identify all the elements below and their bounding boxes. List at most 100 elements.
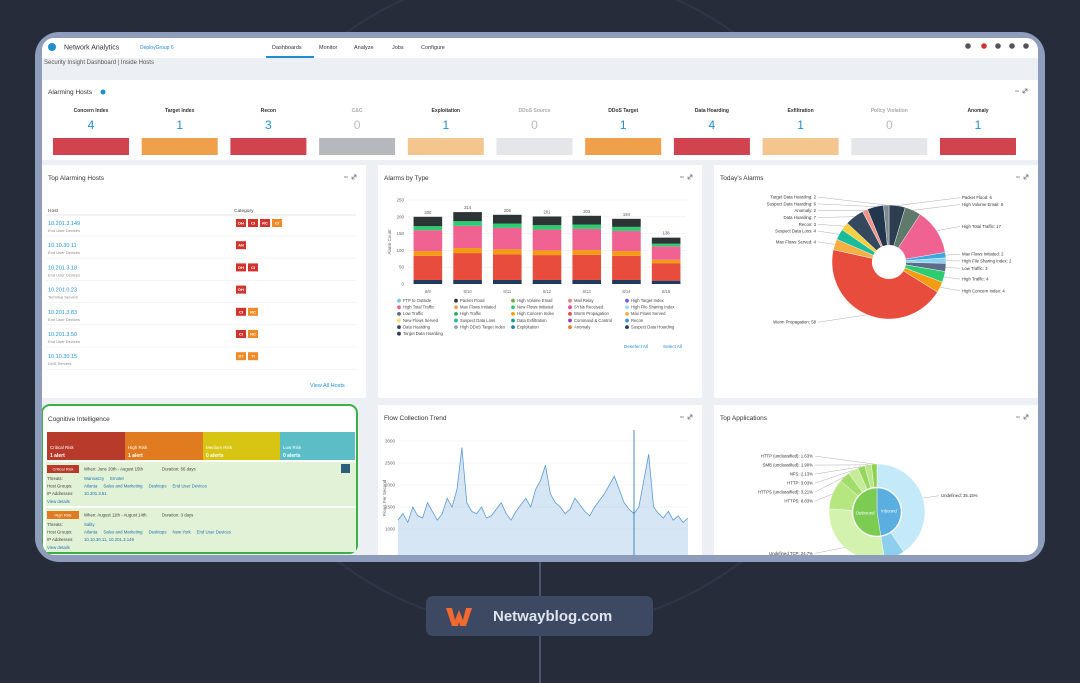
field-value[interactable]: Desktops — [149, 484, 167, 489]
toolbar-icon[interactable] — [1023, 43, 1029, 49]
legend-label[interactable]: New Flows Served — [403, 318, 439, 323]
legend-swatch[interactable] — [625, 318, 629, 323]
legend-label[interactable]: Recon — [631, 318, 644, 323]
legend-label[interactable]: SYNs Received — [574, 305, 604, 310]
legend-swatch[interactable] — [568, 305, 572, 310]
legend-swatch[interactable] — [625, 312, 629, 316]
field-value[interactable]: Sality — [84, 522, 95, 527]
legend-swatch[interactable] — [397, 318, 401, 323]
legend-label[interactable]: High Traffic — [460, 311, 481, 316]
legend-swatch[interactable] — [511, 298, 515, 303]
expand-button[interactable] — [687, 174, 693, 180]
legend-label[interactable]: High DDoS Target Index — [460, 324, 506, 329]
host-link[interactable]: 10.201.3.149 — [48, 221, 80, 227]
legend-label[interactable]: Max Flows Served — [631, 311, 666, 316]
expand-button[interactable] — [1023, 414, 1029, 420]
expand-button[interactable] — [1023, 174, 1029, 180]
category-count[interactable]: 0 — [531, 118, 538, 132]
legend-label[interactable]: High Target Index — [631, 298, 665, 303]
legend-swatch[interactable] — [568, 325, 572, 329]
legend-swatch[interactable] — [454, 318, 458, 323]
legend-label[interactable]: Anomaly — [574, 324, 591, 329]
nav-item[interactable]: Jobs — [392, 45, 404, 51]
category-count[interactable]: 3 — [265, 118, 272, 132]
legend-label[interactable]: Data Exfiltration — [517, 318, 547, 323]
field-value[interactable]: Atlanta — [84, 530, 98, 535]
legend-swatch[interactable] — [568, 312, 572, 316]
host-link[interactable]: 10.10.30.15 — [48, 354, 77, 360]
view-details-link[interactable]: View details — [47, 499, 70, 504]
host-link[interactable]: 10.201.3.83 — [48, 310, 77, 316]
view-all-link[interactable]: View All Hosts — [310, 383, 345, 389]
legend-label[interactable]: High Total Traffic — [403, 305, 434, 310]
legend-swatch[interactable] — [454, 305, 458, 310]
legend-label[interactable]: Max Flows Initiated — [460, 305, 497, 310]
legend-label[interactable]: Target Data Hoarding — [403, 331, 443, 336]
category-count[interactable]: 4 — [709, 118, 716, 132]
legend-swatch[interactable] — [625, 298, 629, 303]
legend-label[interactable]: Mail Relay — [574, 298, 594, 303]
field-value[interactable]: End User Devices — [172, 484, 206, 489]
legend-swatch[interactable] — [511, 325, 515, 329]
legend-label[interactable]: Data Hoarding — [403, 324, 431, 329]
legend-label[interactable]: FTP to Outside — [403, 298, 432, 303]
legend-swatch[interactable] — [511, 305, 515, 310]
domain-selector[interactable]: DeployGroup 6 — [140, 45, 174, 51]
legend-swatch[interactable] — [568, 318, 572, 323]
legend-label[interactable]: New Flows Initiated — [517, 305, 554, 310]
field-value[interactable]: Atlanta — [84, 484, 98, 489]
legend-swatch[interactable] — [454, 325, 458, 329]
legend-label[interactable]: High Concern Index — [517, 311, 555, 316]
legend-swatch[interactable] — [454, 312, 458, 316]
category-count[interactable]: 0 — [886, 118, 893, 132]
field-value[interactable]: WannaCry — [84, 476, 105, 481]
nav-item[interactable]: Analyze — [354, 45, 374, 51]
category-count[interactable]: 1 — [797, 118, 804, 132]
field-value[interactable]: Sales and Marketing — [103, 530, 143, 535]
legend-swatch[interactable] — [511, 312, 515, 316]
host-link[interactable]: 10.201.3.18 — [48, 265, 77, 271]
host-link[interactable]: 10.201.0.23 — [48, 288, 77, 294]
field-value[interactable]: Emotet — [110, 476, 124, 481]
toolbar-icon[interactable] — [981, 43, 987, 49]
legend-label[interactable]: Packet Flood — [460, 298, 485, 303]
host-link[interactable]: 10.10.30.11 — [48, 243, 77, 249]
legend-swatch[interactable] — [397, 325, 401, 329]
legend-label[interactable]: Suspect Data Hoarding — [631, 324, 675, 329]
host-link[interactable]: 10.201.3.50 — [48, 332, 77, 338]
legend-swatch[interactable] — [397, 305, 401, 310]
category-count[interactable]: 0 — [354, 118, 361, 132]
toolbar-icon[interactable] — [995, 43, 1001, 49]
expand-button[interactable] — [351, 174, 357, 180]
toolbar-icon[interactable] — [965, 43, 971, 49]
legend-swatch[interactable] — [568, 298, 572, 303]
legend-swatch[interactable] — [397, 298, 401, 303]
field-value[interactable]: Sales and Marketing — [103, 484, 143, 489]
select-all[interactable]: Select All — [663, 344, 682, 349]
legend-swatch[interactable] — [397, 312, 401, 316]
deselect-all[interactable]: Deselect All — [624, 344, 648, 349]
legend-label[interactable]: Low Traffic — [403, 311, 423, 316]
legend-label[interactable]: Worm Propagation — [574, 311, 610, 316]
category-count[interactable]: 1 — [176, 118, 183, 132]
legend-swatch[interactable] — [454, 298, 458, 303]
legend-label[interactable]: Suspect Data Loss — [460, 318, 495, 323]
view-details-link[interactable]: View details — [47, 545, 70, 550]
field-value[interactable]: Desktops — [149, 530, 167, 535]
field-value[interactable]: End User Devices — [197, 530, 231, 535]
legend-swatch[interactable] — [625, 325, 629, 329]
category-count[interactable]: 1 — [442, 118, 449, 132]
expand-button[interactable] — [1022, 88, 1028, 94]
category-count[interactable]: 1 — [975, 118, 982, 132]
nav-item[interactable]: Dashboards — [272, 45, 302, 51]
expand-button[interactable] — [687, 414, 693, 420]
legend-label[interactable]: High File Sharing Index — [631, 305, 675, 310]
nav-item[interactable]: Configure — [421, 45, 445, 51]
field-value[interactable]: 10.201.3.51 — [84, 491, 107, 496]
legend-swatch[interactable] — [625, 305, 629, 310]
nav-item[interactable]: Monitor — [319, 45, 338, 51]
legend-label[interactable]: Exploitation — [517, 324, 539, 329]
legend-swatch[interactable] — [511, 318, 515, 323]
field-value[interactable]: 10.10.30.11, 10.201.3.149 — [84, 537, 134, 542]
category-count[interactable]: 1 — [620, 118, 627, 132]
